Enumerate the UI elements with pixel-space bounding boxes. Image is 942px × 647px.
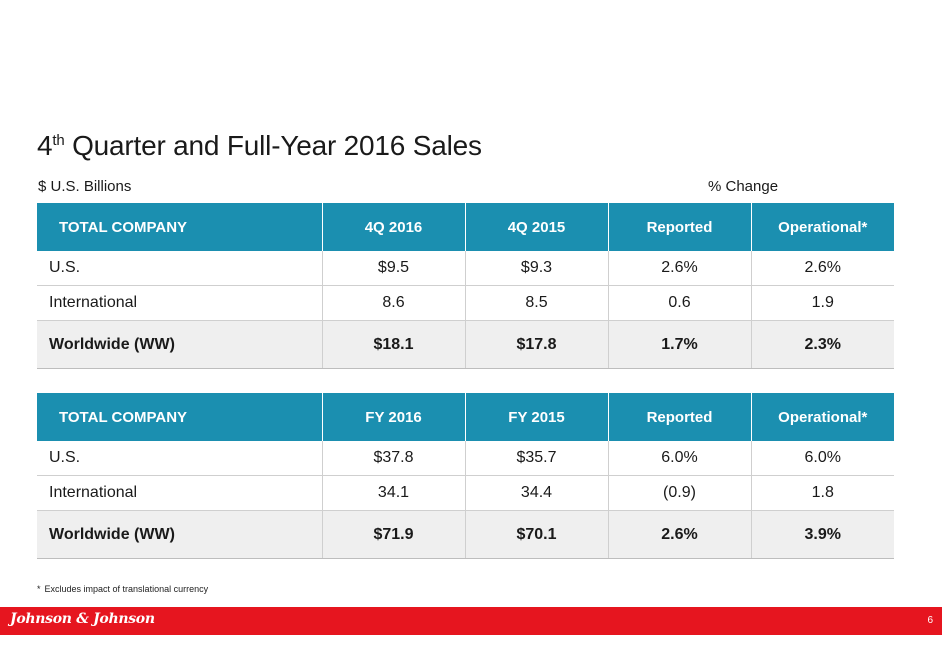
row-label: Worldwide (WW) — [37, 320, 322, 369]
header-cell: 4Q 2015 — [464, 203, 608, 251]
table-cell: $70.1 — [464, 510, 608, 559]
table-cell: 1.7% — [607, 320, 751, 369]
title-rest: Quarter and Full-Year 2016 Sales — [64, 130, 482, 161]
quarter-sales-table: TOTAL COMPANY 4Q 2016 4Q 2015 Reported O… — [37, 203, 894, 369]
slide-title: 4th Quarter and Full-Year 2016 Sales — [37, 130, 482, 162]
table-cell: $9.3 — [464, 251, 608, 286]
footnote-text: Excludes impact of translational currenc… — [44, 584, 209, 594]
table-cell: 6.0% — [750, 441, 894, 476]
table-cell: 2.3% — [750, 320, 894, 369]
header-cell: TOTAL COMPANY — [37, 393, 322, 441]
header-cell: Reported — [607, 203, 751, 251]
table-row: U.S. $9.5 $9.3 2.6% 2.6% — [37, 251, 894, 286]
footnote: * Excludes impact of translational curren… — [37, 584, 208, 594]
table-cell: 2.6% — [607, 251, 751, 286]
fullyear-sales-table: TOTAL COMPANY FY 2016 FY 2015 Reported O… — [37, 393, 894, 559]
table-cell: 0.6 — [607, 285, 751, 321]
header-cell: FY 2015 — [464, 393, 608, 441]
table-cell: (0.9) — [607, 475, 751, 511]
header-cell: Operational* — [750, 203, 894, 251]
percent-change-label: % Change — [708, 178, 779, 195]
table-cell: 34.1 — [321, 475, 465, 511]
total-row: Worldwide (WW) $71.9 $70.1 2.6% 3.9% — [37, 510, 894, 559]
header-cell: Operational* — [750, 393, 894, 441]
header-cell: 4Q 2016 — [321, 203, 465, 251]
header-cell: Reported — [607, 393, 751, 441]
table-row: International 8.6 8.5 0.6 1.9 — [37, 285, 894, 321]
units-label: $ U.S. Billions — [38, 178, 132, 195]
page-number: 6 — [927, 615, 933, 626]
table-cell: $37.8 — [321, 441, 465, 476]
header-cell: TOTAL COMPANY — [37, 203, 322, 251]
footer-bar: Johnson & Johnson 6 — [0, 607, 942, 635]
row-label: International — [37, 475, 322, 511]
header-cell: FY 2016 — [321, 393, 465, 441]
table-cell: $9.5 — [321, 251, 465, 286]
table-cell: 8.6 — [321, 285, 465, 321]
table-header-row: TOTAL COMPANY FY 2016 FY 2015 Reported O… — [37, 393, 894, 441]
title-superscript: th — [52, 132, 65, 149]
table-cell: 1.9 — [750, 285, 894, 321]
row-label: Worldwide (WW) — [37, 510, 322, 559]
table-cell: 8.5 — [464, 285, 608, 321]
table-cell: $35.7 — [464, 441, 608, 476]
table-cell: 34.4 — [464, 475, 608, 511]
footnote-marker: * — [37, 584, 41, 594]
title-prefix: 4 — [37, 130, 53, 161]
table-cell: 6.0% — [607, 441, 751, 476]
table-cell: $71.9 — [321, 510, 465, 559]
table-cell: 2.6% — [607, 510, 751, 559]
brand-logo: Johnson & Johnson — [10, 611, 155, 627]
table-cell: $18.1 — [321, 320, 465, 369]
table-header-row: TOTAL COMPANY 4Q 2016 4Q 2015 Reported O… — [37, 203, 894, 251]
table-row: International 34.1 34.4 (0.9) 1.8 — [37, 475, 894, 511]
table-cell: 3.9% — [750, 510, 894, 559]
row-label: U.S. — [37, 251, 322, 286]
table-row: U.S. $37.8 $35.7 6.0% 6.0% — [37, 441, 894, 476]
row-label: U.S. — [37, 441, 322, 476]
table-cell: 2.6% — [750, 251, 894, 286]
table-cell: $17.8 — [464, 320, 608, 369]
table-cell: 1.8 — [750, 475, 894, 511]
total-row: Worldwide (WW) $18.1 $17.8 1.7% 2.3% — [37, 320, 894, 369]
row-label: International — [37, 285, 322, 321]
